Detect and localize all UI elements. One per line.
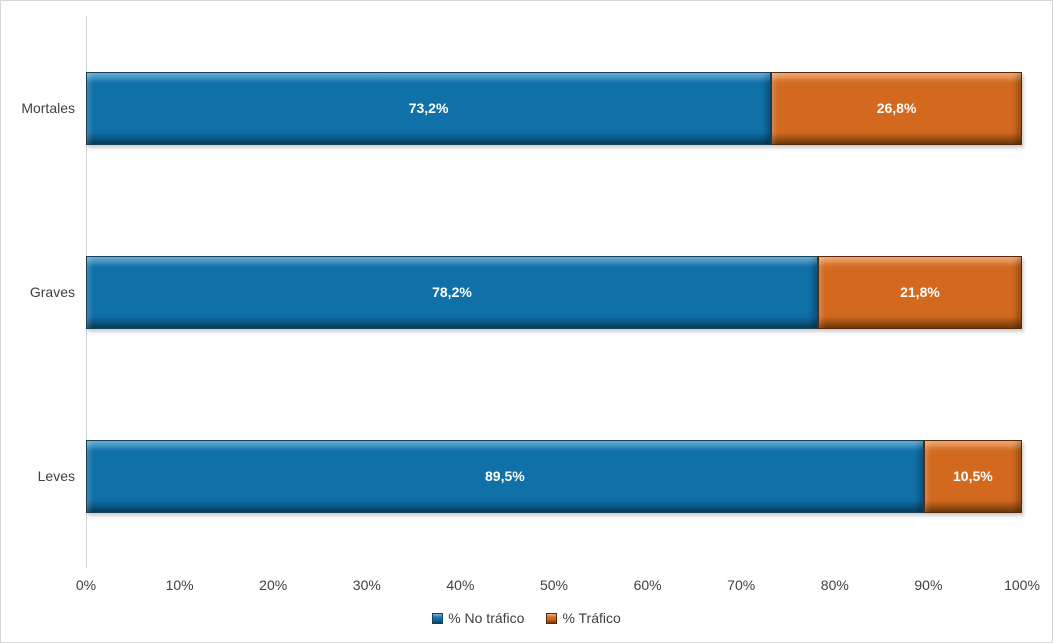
chart-legend: % No tráfico % Tráfico <box>1 610 1052 626</box>
x-axis-tick-label: 90% <box>914 577 943 593</box>
bar-value-label: 21,8% <box>900 284 940 300</box>
legend-swatch-icon <box>546 612 558 624</box>
x-axis-tick-label: 30% <box>352 577 381 593</box>
legend-swatch-icon <box>432 612 444 624</box>
x-axis-tick-label: 70% <box>727 577 756 593</box>
bar-segment[interactable]: 10,5% <box>923 439 1022 513</box>
bar-value-label: 73,2% <box>408 100 449 116</box>
x-axis-tick-label: 10% <box>165 577 194 593</box>
legend-label: % Tráfico <box>562 610 621 626</box>
bar-segment[interactable]: 89,5% <box>86 439 924 513</box>
bar-value-label: 78,2% <box>432 284 472 300</box>
category-label: Graves <box>29 284 75 300</box>
x-axis-tick-label: 0% <box>75 577 97 593</box>
x-axis-tick-label: 20% <box>259 577 288 593</box>
bar-value-label: 10,5% <box>953 468 993 484</box>
bar-value-label: 89,5% <box>485 468 525 484</box>
bar-segment[interactable]: 21,8% <box>817 255 1022 329</box>
bar-segment[interactable]: 78,2% <box>86 255 818 329</box>
x-axis-tick-label: 50% <box>539 577 569 593</box>
legend-item[interactable]: % Tráfico <box>546 610 621 626</box>
bar-segment[interactable]: 26,8% <box>771 71 1022 145</box>
bar-value-label: 26,8% <box>876 100 917 116</box>
legend-item[interactable]: % No tráfico <box>432 610 524 626</box>
x-axis-tick-label: 60% <box>633 577 662 593</box>
category-label: Leves <box>37 468 75 484</box>
bar-segment[interactable]: 73,2% <box>86 71 772 145</box>
category-label: Mortales <box>21 100 75 116</box>
legend-label: % No tráfico <box>448 610 525 626</box>
x-axis-tick-label: 100% <box>1004 577 1040 593</box>
x-axis-tick-label: 80% <box>820 577 849 593</box>
x-axis-tick-label: 40% <box>446 577 475 593</box>
